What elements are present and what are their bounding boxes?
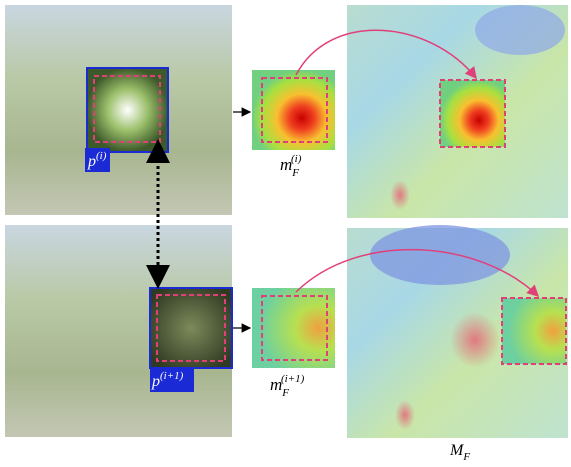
patch-label: p(i) [87,150,107,170]
label-sub: F [281,387,289,399]
label-bg [85,148,110,172]
label-sup: (i+1) [160,370,184,382]
local-map [252,70,335,150]
map-dashed [261,295,328,361]
local-map [252,288,335,368]
label-base: m [280,155,292,174]
label-base: m [270,375,282,394]
label-base: p [87,153,96,170]
placement-arrow [295,248,540,298]
label-bg [150,368,194,392]
patch-dashed [156,294,226,362]
patch-dashed [93,75,161,143]
map-region [370,225,510,285]
patch-top [87,68,168,152]
label-sup: (i+1) [281,373,305,385]
map-label: mF (i+1) [270,373,305,399]
map-dashed [501,297,567,365]
label-base: M [449,442,465,459]
label-sup: (i) [291,153,302,165]
map-label: mF (i) [280,153,302,179]
map-patch [502,298,566,364]
patch-box [86,67,169,153]
patch-bottom [150,288,232,368]
map-region [475,5,565,55]
map-region [450,312,500,368]
label-sub: F [462,451,470,462]
map-patch [440,80,505,147]
label-sub: F [291,167,299,179]
patch-label: p(i+1) [151,370,184,390]
global-map-label: MF [449,442,470,462]
map-dashed [439,79,506,148]
map-dashed [261,77,328,143]
map-region [395,400,415,430]
placement-arrow [295,29,477,80]
label-sup: (i) [96,150,107,162]
map-region [390,180,410,210]
label-base: p [151,373,160,390]
